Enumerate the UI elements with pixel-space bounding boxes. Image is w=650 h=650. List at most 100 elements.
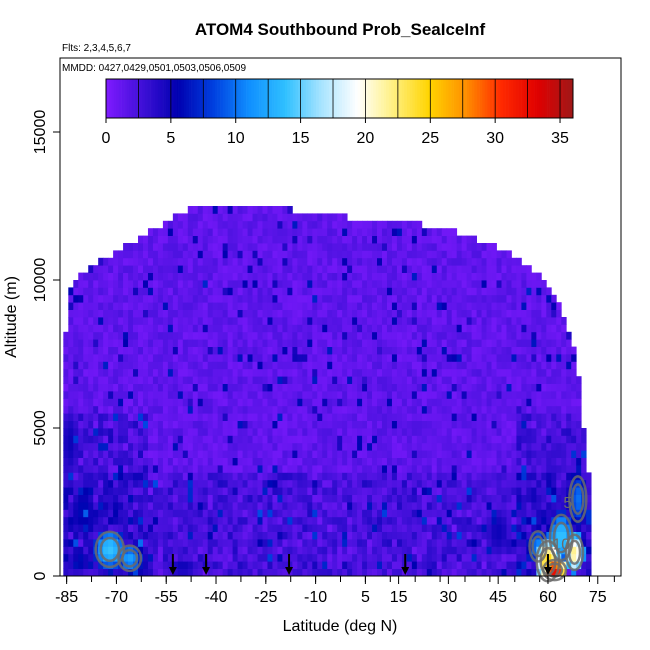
heatmap-cell xyxy=(222,376,229,384)
heatmap-cell xyxy=(521,309,527,318)
heatmap-cell xyxy=(531,376,537,384)
heatmap-cell xyxy=(381,531,388,540)
heatmap-cell xyxy=(93,339,99,347)
heatmap-cell xyxy=(257,287,263,296)
heatmap-cell xyxy=(123,250,129,259)
heatmap-cell xyxy=(451,309,458,318)
heatmap-cell xyxy=(287,331,293,340)
heatmap-cell xyxy=(436,235,443,244)
heatmap-cell xyxy=(332,442,338,451)
heatmap-cell xyxy=(456,383,463,392)
heatmap-cell xyxy=(391,457,398,466)
heatmap-cell xyxy=(222,509,229,518)
heatmap-cell xyxy=(167,257,174,266)
heatmap-cell xyxy=(187,531,194,540)
heatmap-cell xyxy=(581,568,587,577)
heatmap-cell xyxy=(566,450,572,458)
heatmap-cell xyxy=(337,331,343,340)
heatmap-cell xyxy=(476,294,482,303)
heatmap-cell xyxy=(177,516,184,525)
heatmap-cell xyxy=(396,531,403,540)
heatmap-cell xyxy=(187,420,194,429)
heatmap-cell xyxy=(367,346,373,355)
heatmap-cell xyxy=(262,435,268,444)
heatmap-cell xyxy=(332,420,338,429)
heatmap-cell xyxy=(138,376,144,384)
heatmap-cell xyxy=(182,457,189,466)
heatmap-cell xyxy=(476,368,482,377)
heatmap-cell xyxy=(297,309,303,318)
heatmap-cell xyxy=(337,302,343,310)
heatmap-cell xyxy=(342,465,348,473)
heatmap-cell xyxy=(491,405,497,414)
heatmap-cell xyxy=(63,502,69,510)
heatmap-cell xyxy=(247,472,253,481)
heatmap-cell xyxy=(372,280,378,288)
heatmap-cell xyxy=(272,420,278,429)
heatmap-cell xyxy=(222,472,229,481)
heatmap-cell xyxy=(68,539,74,547)
heatmap-cell xyxy=(217,368,224,377)
heatmap-cell xyxy=(322,287,328,296)
heatmap-cell xyxy=(421,509,428,518)
heatmap-cell xyxy=(461,280,468,288)
heatmap-cell xyxy=(187,243,194,251)
heatmap-cell xyxy=(531,420,537,429)
heatmap-cell xyxy=(262,546,268,555)
heatmap-cell xyxy=(511,398,517,407)
heatmap-cell xyxy=(88,346,94,355)
heatmap-cell xyxy=(377,539,383,547)
heatmap-cell xyxy=(98,479,104,488)
heatmap-cell xyxy=(138,324,144,333)
heatmap-cell xyxy=(342,361,348,370)
heatmap-cell xyxy=(252,405,258,414)
heatmap-cell xyxy=(272,228,278,236)
heatmap-cell xyxy=(142,509,149,518)
heatmap-cell xyxy=(352,457,358,466)
heatmap-cell xyxy=(177,309,184,318)
heatmap-cell xyxy=(277,302,283,310)
heatmap-cell xyxy=(381,472,388,481)
heatmap-cell xyxy=(172,250,179,259)
heatmap-cell xyxy=(277,235,283,244)
heatmap-cell xyxy=(93,487,99,495)
heatmap-cell xyxy=(506,561,512,569)
heatmap-cell xyxy=(506,524,512,532)
heatmap-cell xyxy=(332,546,338,555)
heatmap-cell xyxy=(322,376,328,384)
heatmap-cell xyxy=(78,346,84,355)
heatmap-cell xyxy=(471,539,477,547)
heatmap-cell xyxy=(367,561,373,569)
heatmap-cell xyxy=(377,339,383,347)
heatmap-cell xyxy=(421,405,428,414)
heatmap-cell xyxy=(262,561,268,569)
heatmap-cell xyxy=(486,516,492,525)
heatmap-cell xyxy=(431,317,438,325)
heatmap-cell xyxy=(481,546,487,555)
heatmap-cell xyxy=(267,398,273,407)
heatmap-cell xyxy=(496,472,502,481)
heatmap-cell xyxy=(491,302,497,310)
heatmap-cell xyxy=(152,509,159,518)
heatmap-cell xyxy=(83,339,89,347)
heatmap-cell xyxy=(222,568,229,577)
heatmap-cell xyxy=(162,539,169,547)
heatmap-cell xyxy=(182,539,189,547)
heatmap-cell xyxy=(172,324,179,333)
heatmap-cell xyxy=(521,302,527,310)
heatmap-cell xyxy=(202,494,209,503)
heatmap-cell xyxy=(222,346,229,355)
heatmap-cell xyxy=(342,243,348,251)
heatmap-cell xyxy=(416,546,423,555)
heatmap-cell xyxy=(292,376,298,384)
heatmap-cell xyxy=(297,516,303,525)
heatmap-cell xyxy=(237,391,243,399)
heatmap-cell xyxy=(182,331,189,340)
heatmap-cell xyxy=(441,413,448,421)
heatmap-cell xyxy=(252,317,258,325)
heatmap-cell xyxy=(252,235,258,244)
heatmap-cell xyxy=(317,324,323,333)
heatmap-cell xyxy=(401,479,408,488)
heatmap-cell xyxy=(317,465,323,473)
heatmap-cell xyxy=(327,568,333,577)
